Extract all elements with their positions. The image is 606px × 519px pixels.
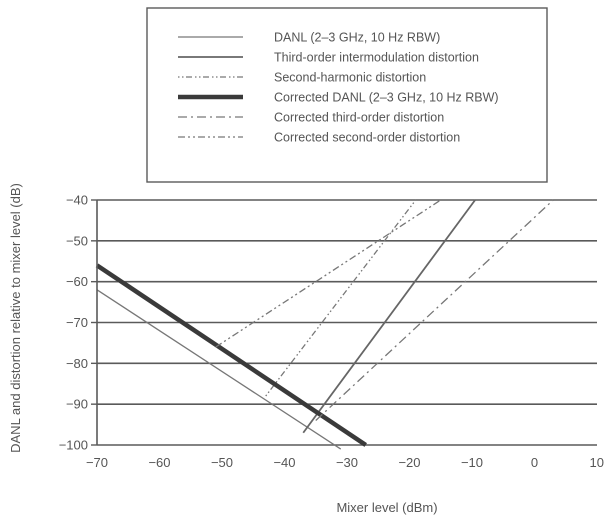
legend-label-2: Third-order intermodulation distortion bbox=[274, 51, 479, 65]
x-tick-label: −60 bbox=[148, 455, 170, 470]
series-line-5 bbox=[315, 199, 554, 421]
axes bbox=[91, 199, 98, 446]
x-tick-label: 0 bbox=[531, 455, 538, 470]
y-tick-label: −40 bbox=[66, 193, 88, 208]
legend-label-4: Corrected DANL (2–3 GHz, 10 Hz RBW) bbox=[274, 91, 499, 105]
y-tick-label: −80 bbox=[66, 356, 88, 371]
series-line-4 bbox=[95, 263, 368, 447]
x-tick-label: −70 bbox=[86, 455, 108, 470]
series-line-2 bbox=[302, 199, 476, 434]
series-lines bbox=[95, 199, 554, 450]
x-axis-title: Mixer level (dBm) bbox=[336, 500, 437, 515]
grid bbox=[97, 199, 597, 446]
series-line-1 bbox=[96, 289, 342, 450]
x-tick-label: −50 bbox=[211, 455, 233, 470]
x-tick-label: −40 bbox=[273, 455, 295, 470]
legend-label-5: Corrected third-order distortion bbox=[274, 111, 444, 125]
legend: DANL (2–3 GHz, 10 Hz RBW) Third-order int… bbox=[146, 7, 548, 183]
x-tick-label: 10 bbox=[590, 455, 604, 470]
legend-label-6: Corrected second-order distortion bbox=[274, 131, 460, 145]
y-tick-label: −90 bbox=[66, 397, 88, 412]
y-tick-label: −70 bbox=[66, 315, 88, 330]
x-tick-label: −10 bbox=[461, 455, 483, 470]
series-line-3 bbox=[265, 199, 417, 397]
x-tick-label: −30 bbox=[336, 455, 358, 470]
y-tick-label: −50 bbox=[66, 233, 88, 248]
x-tick-label: −20 bbox=[398, 455, 420, 470]
y-tick-label: −100 bbox=[59, 438, 88, 453]
tick-labels: −40−50−60−70−80−90−100−70 −60 −50 −40 −30 −20… bbox=[59, 193, 604, 471]
legend-label-3: Second-harmonic distortion bbox=[274, 71, 426, 85]
y-tick-label: −60 bbox=[66, 274, 88, 289]
legend-label-1: DANL (2–3 GHz, 10 Hz RBW) bbox=[274, 31, 440, 45]
y-axis-title: DANL and distortion relative to mixer le… bbox=[8, 183, 23, 453]
series-line-6 bbox=[215, 199, 442, 348]
